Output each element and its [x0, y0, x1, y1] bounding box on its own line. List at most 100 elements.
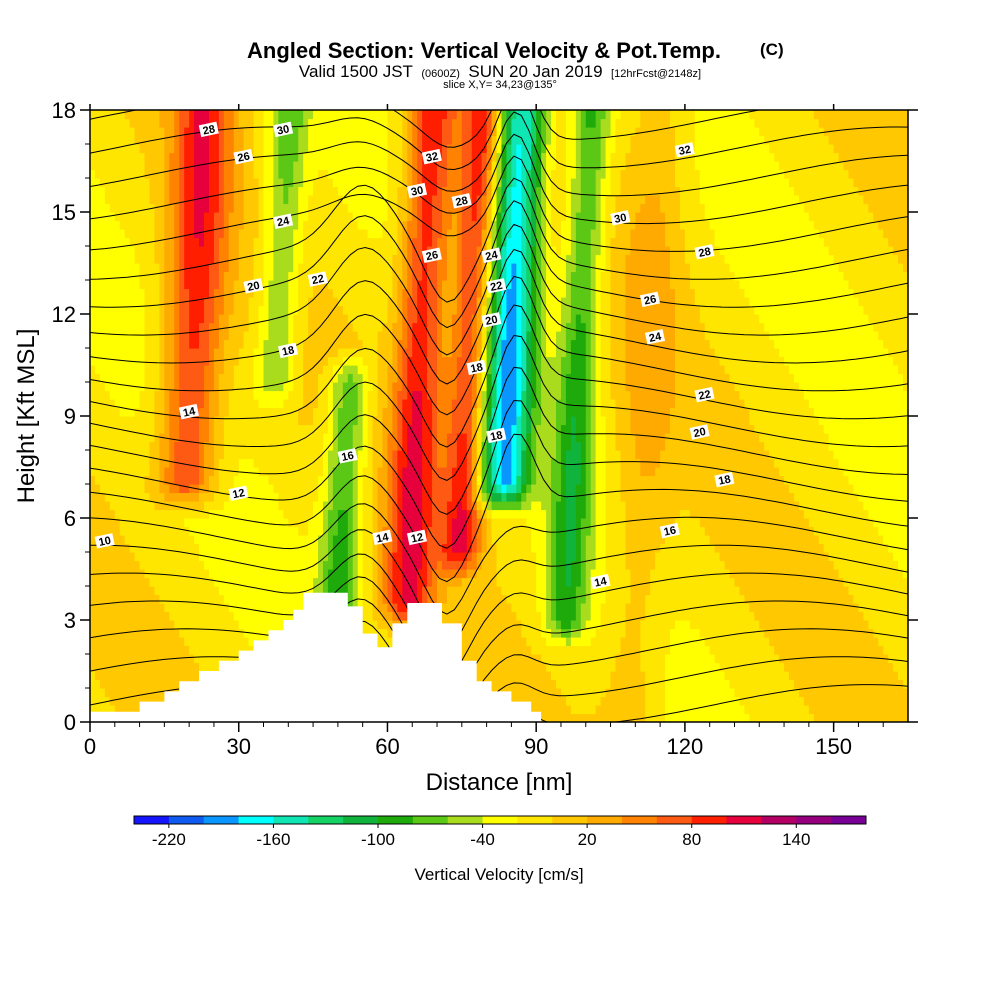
velocity-cell — [318, 407, 324, 417]
velocity-cell — [199, 569, 205, 579]
velocity-cell — [144, 356, 151, 366]
velocity-cell — [159, 390, 165, 400]
velocity-cell — [362, 552, 369, 562]
velocity-cell — [94, 246, 101, 256]
velocity-cell — [303, 560, 309, 570]
velocity-cell — [174, 390, 180, 400]
velocity-cell — [124, 314, 131, 324]
velocity-cell — [114, 594, 121, 604]
velocity-cell — [412, 314, 418, 324]
velocity-cell — [90, 492, 96, 502]
velocity-cell — [352, 212, 359, 222]
velocity-cell — [179, 339, 185, 349]
velocity-cell — [134, 348, 141, 358]
velocity-cell — [99, 407, 106, 417]
velocity-cell — [223, 424, 230, 434]
velocity-cell — [402, 127, 408, 137]
velocity-cell — [318, 322, 324, 332]
velocity-cell — [218, 169, 225, 179]
velocity-cell — [278, 237, 284, 247]
velocity-cell — [238, 518, 245, 528]
forecast-info: [12hrFcst@2148z] — [611, 68, 701, 80]
velocity-cell — [337, 118, 344, 128]
velocity-cell — [397, 569, 403, 579]
velocity-cell — [268, 390, 275, 400]
velocity-cell — [184, 441, 190, 451]
velocity-cell — [189, 322, 195, 332]
velocity-cell — [352, 169, 359, 179]
velocity-cell — [104, 365, 111, 375]
velocity-cell — [90, 645, 96, 655]
velocity-cell — [129, 603, 136, 613]
valid-time-line: Valid 1500 JST (0600Z) SUN 20 Jan 2019 [… — [299, 62, 701, 81]
velocity-cell — [258, 135, 265, 145]
velocity-cell — [159, 407, 165, 417]
velocity-cell — [293, 135, 299, 145]
velocity-cell — [387, 577, 394, 587]
velocity-cell — [169, 679, 175, 689]
velocity-cell — [318, 356, 324, 366]
velocity-cell — [134, 229, 141, 239]
velocity-cell — [154, 526, 161, 536]
velocity-cell — [407, 110, 413, 120]
velocity-cell — [427, 484, 433, 494]
velocity-cell — [288, 433, 294, 443]
velocity-cell — [129, 637, 136, 647]
velocity-cell — [303, 552, 309, 562]
velocity-cell — [204, 441, 210, 451]
velocity-cell — [303, 144, 309, 154]
velocity-cell — [273, 475, 279, 485]
velocity-cell — [293, 416, 299, 426]
velocity-cell — [427, 169, 433, 179]
velocity-cell — [397, 390, 403, 400]
velocity-cell — [204, 569, 210, 579]
velocity-cell — [139, 373, 146, 383]
velocity-cell — [397, 305, 403, 315]
velocity-cell — [179, 195, 185, 205]
velocity-cell — [90, 416, 96, 426]
velocity-cell — [233, 526, 240, 536]
velocity-cell — [253, 169, 260, 179]
velocity-cell — [372, 229, 379, 239]
velocity-cell — [238, 552, 245, 562]
velocity-cell — [119, 178, 126, 188]
velocity-cell — [422, 356, 428, 366]
velocity-cell — [362, 475, 369, 485]
velocity-cell — [397, 543, 403, 553]
velocity-cell — [323, 390, 329, 400]
velocity-cell — [342, 229, 349, 239]
velocity-cell — [313, 526, 319, 536]
velocity-cell — [233, 135, 240, 145]
velocity-cell — [397, 526, 403, 536]
velocity-cell — [268, 152, 275, 162]
velocity-cell — [149, 348, 156, 358]
velocity-cell — [94, 441, 101, 451]
velocity-cell — [278, 458, 284, 468]
velocity-cell — [169, 433, 175, 443]
velocity-cell — [199, 450, 205, 460]
velocity-cell — [164, 526, 170, 536]
velocity-cell — [129, 212, 136, 222]
velocity-cell — [139, 441, 146, 451]
velocity-cell — [194, 220, 200, 230]
velocity-cell — [119, 705, 126, 715]
velocity-cell — [223, 637, 230, 647]
velocity-cell — [407, 220, 413, 230]
velocity-cell — [432, 586, 438, 596]
velocity-cell — [179, 305, 185, 315]
velocity-cell — [204, 662, 210, 672]
velocity-cell — [233, 535, 240, 545]
velocity-cell — [273, 254, 279, 264]
velocity-cell — [208, 135, 215, 145]
velocity-cell — [352, 127, 359, 137]
velocity-cell — [228, 220, 235, 230]
velocity-cell — [337, 314, 344, 324]
velocity-cell — [293, 144, 299, 154]
velocity-cell — [99, 611, 106, 621]
velocity-cell — [303, 314, 309, 324]
velocity-cell — [189, 543, 195, 553]
velocity-cell — [104, 203, 111, 213]
velocity-cell — [179, 331, 185, 341]
velocity-cell — [90, 305, 96, 315]
velocity-cell — [347, 110, 354, 120]
